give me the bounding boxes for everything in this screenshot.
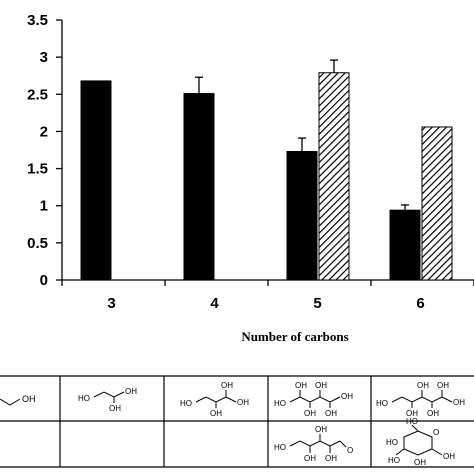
svg-text:HO: HO [274,443,286,452]
svg-text:OH: OH [221,381,233,390]
svg-text:OH: OH [315,381,327,390]
x-tick-label: 6 [416,295,424,312]
x-axis-title: Number of carbons [241,329,348,344]
svg-text:OH: OH [414,458,426,467]
svg-text:HO: HO [406,417,418,426]
svg-text:OH: OH [304,454,316,463]
svg-text:HO: HO [386,438,398,447]
svg-text:OH: OH [341,392,353,401]
solid-bar [286,150,318,281]
x-axis: 3 4 5 6 [61,279,474,312]
svg-text:HO: HO [274,399,286,408]
structure-label: OH [22,394,36,404]
svg-text:OH: OH [210,409,222,418]
y-tick-label: 3.5 [27,12,48,29]
svg-text:OH: OH [427,409,439,418]
structure-table: OH HO OH OH HO OH OH OH HO OH OH OH OH O… [0,375,474,468]
svg-text:O: O [433,428,439,437]
svg-text:HO: HO [78,394,90,403]
pentose-open-chain-structure-icon: HO OH OH OH O [274,425,353,463]
svg-text:OH: OH [443,452,455,461]
x-tick-label: 4 [210,295,219,312]
svg-text:OH: OH [417,381,429,390]
bar-chart: 0 0.5 1 1.5 2 2.5 3 3.5 3 4 5 6 Number of carbons [27,12,474,344]
svg-text:O: O [347,446,353,455]
y-tick-label: 1.5 [27,161,48,178]
svg-text:HO: HO [376,399,388,408]
bars [80,59,453,281]
x-tick-label: 3 [107,295,115,312]
x-tick-label: 5 [313,295,321,312]
svg-text:HO: HO [388,456,400,465]
svg-text:OH: OH [315,425,327,434]
glucopyranose-structure-icon: HO HO O OH HO OH [386,417,455,467]
y-tick-label: 0 [40,272,48,289]
y-axis: 0 0.5 1 1.5 2 2.5 3 3.5 [27,12,63,289]
y-tick-label: 1 [40,198,48,215]
svg-text:OH: OH [325,454,337,463]
hexitol-structure-icon: HO OH OH OH OH OH [376,381,465,418]
svg-text:OH: OH [295,381,307,390]
svg-text:OH: OH [406,409,418,418]
pentitol-structure-icon: HO OH OH OH OH OH [274,381,353,418]
glycerol-structure-icon: HO OH OH [78,387,137,413]
svg-text:OH: OH [304,409,316,418]
y-tick-label: 2 [40,123,48,140]
solid-bar [183,93,215,281]
propanol-structure-icon: OH [0,394,36,406]
svg-text:OH: OH [125,387,137,396]
erythritol-structure-icon: HO OH OH OH [180,381,249,418]
solid-bar [389,209,421,281]
hatched-bar [421,126,453,281]
y-tick-label: 0.5 [27,235,48,252]
hatched-bar [318,72,350,281]
svg-text:OH: OH [109,404,121,413]
y-tick-label: 3 [40,49,48,66]
svg-text:HO: HO [180,399,192,408]
svg-text:OH: OH [453,398,465,407]
solid-bar [80,80,112,281]
svg-text:OH: OH [437,381,449,390]
y-tick-label: 2.5 [27,86,48,103]
svg-text:OH: OH [325,409,337,418]
svg-text:OH: OH [237,398,249,407]
